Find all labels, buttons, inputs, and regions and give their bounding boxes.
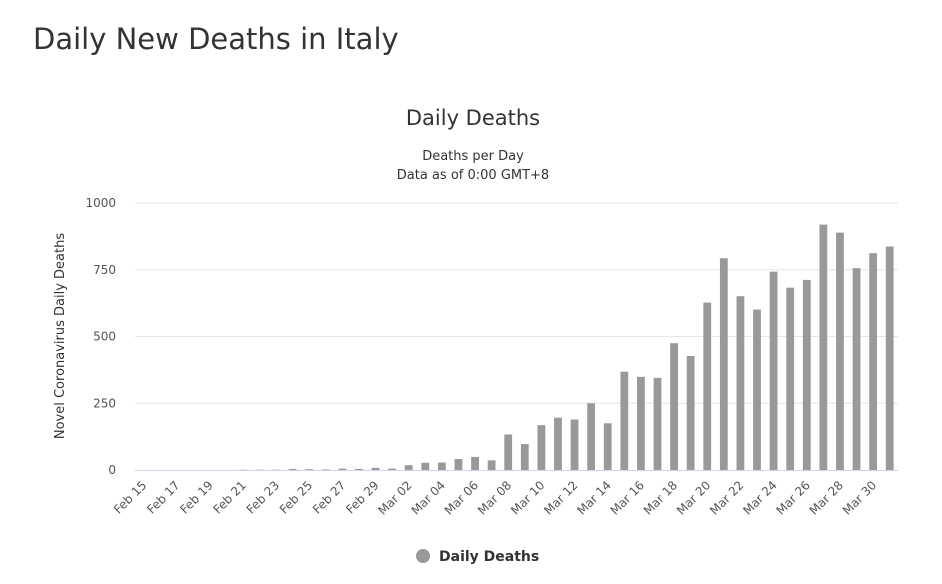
bar[interactable] [371, 467, 380, 470]
y-axis-label: Novel Coronavirus Daily Deaths [53, 233, 68, 439]
bar[interactable] [703, 302, 712, 470]
bar[interactable] [802, 279, 811, 470]
bar[interactable] [753, 309, 761, 470]
y-tick-label: 1000 [85, 196, 116, 210]
bar[interactable] [537, 425, 546, 470]
x-tick-label: Mar 26 [773, 478, 812, 517]
bar[interactable] [769, 271, 778, 470]
x-tick-label: Mar 14 [574, 478, 613, 517]
bars [238, 224, 894, 470]
x-tick-label: Feb 23 [244, 478, 282, 516]
x-tick-label: Feb 19 [177, 478, 215, 516]
bar[interactable] [736, 296, 745, 470]
x-tick-label: Feb 15 [111, 478, 149, 516]
bar[interactable] [305, 469, 314, 470]
bar[interactable] [404, 465, 413, 470]
bar[interactable] [487, 460, 496, 470]
gridlines [135, 202, 898, 404]
x-tick-label: Mar 28 [807, 478, 846, 517]
x-tick-label: Mar 18 [641, 478, 680, 517]
x-tick-label: Feb 17 [144, 478, 182, 516]
y-tick-label: 250 [93, 396, 116, 410]
y-tick-label: 0 [108, 463, 116, 477]
bar[interactable] [454, 459, 463, 470]
bar[interactable] [719, 258, 728, 470]
x-tick-label: Mar 20 [674, 478, 713, 517]
y-tick-label: 500 [93, 330, 116, 344]
x-tick-label: Mar 12 [541, 478, 580, 517]
bar[interactable] [637, 376, 645, 470]
y-axis-ticks: 0 250 500 750 1000 [85, 196, 116, 477]
bar[interactable] [885, 246, 894, 470]
x-tick-label: Mar 16 [608, 478, 647, 517]
chart-subtitle-line-2: Data as of 0:00 GMT+8 [397, 168, 549, 183]
bar[interactable] [504, 434, 513, 470]
y-tick-label: 750 [93, 263, 116, 277]
x-tick-label: Mar 08 [475, 478, 514, 517]
bar[interactable] [437, 462, 446, 470]
bar[interactable] [421, 462, 430, 470]
bar[interactable] [338, 468, 347, 470]
x-tick-label: Mar 30 [840, 478, 879, 517]
bar[interactable] [819, 224, 828, 470]
legend[interactable]: Daily Deaths [416, 549, 539, 565]
bar[interactable] [620, 371, 629, 470]
bar[interactable] [388, 468, 396, 470]
bar[interactable] [288, 468, 297, 470]
x-tick-label: Feb 25 [277, 478, 315, 516]
x-tick-label: Feb 27 [310, 478, 348, 516]
bar[interactable] [686, 355, 695, 470]
bar[interactable] [520, 444, 529, 470]
bar[interactable] [355, 468, 363, 470]
bar[interactable] [786, 287, 795, 470]
legend-marker [416, 549, 430, 563]
legend-label: Daily Deaths [439, 549, 539, 565]
x-tick-label: Mar 24 [740, 478, 779, 517]
chart-title: Daily Deaths [406, 106, 540, 130]
x-tick-label: Mar 10 [508, 478, 547, 517]
bar[interactable] [570, 419, 579, 470]
x-tick-label: Feb 21 [211, 478, 249, 516]
bar[interactable] [471, 456, 479, 470]
x-tick-label: Mar 04 [409, 478, 448, 517]
page-title: Daily New Deaths in Italy [33, 22, 399, 56]
bar[interactable] [554, 417, 562, 470]
bar[interactable] [653, 377, 662, 470]
x-tick-label: Mar 22 [707, 478, 746, 517]
bar[interactable] [321, 469, 330, 470]
bar[interactable] [603, 423, 612, 470]
bar[interactable] [836, 232, 844, 470]
chart-subtitle-line-1: Deaths per Day [422, 149, 524, 164]
bar[interactable] [670, 343, 678, 470]
bar[interactable] [869, 253, 878, 470]
x-tick-label: Mar 06 [442, 478, 481, 517]
bar[interactable] [852, 268, 861, 470]
x-tick-label: Mar 02 [375, 478, 414, 517]
bar[interactable] [587, 403, 596, 470]
x-tick-label: Feb 29 [343, 478, 381, 516]
